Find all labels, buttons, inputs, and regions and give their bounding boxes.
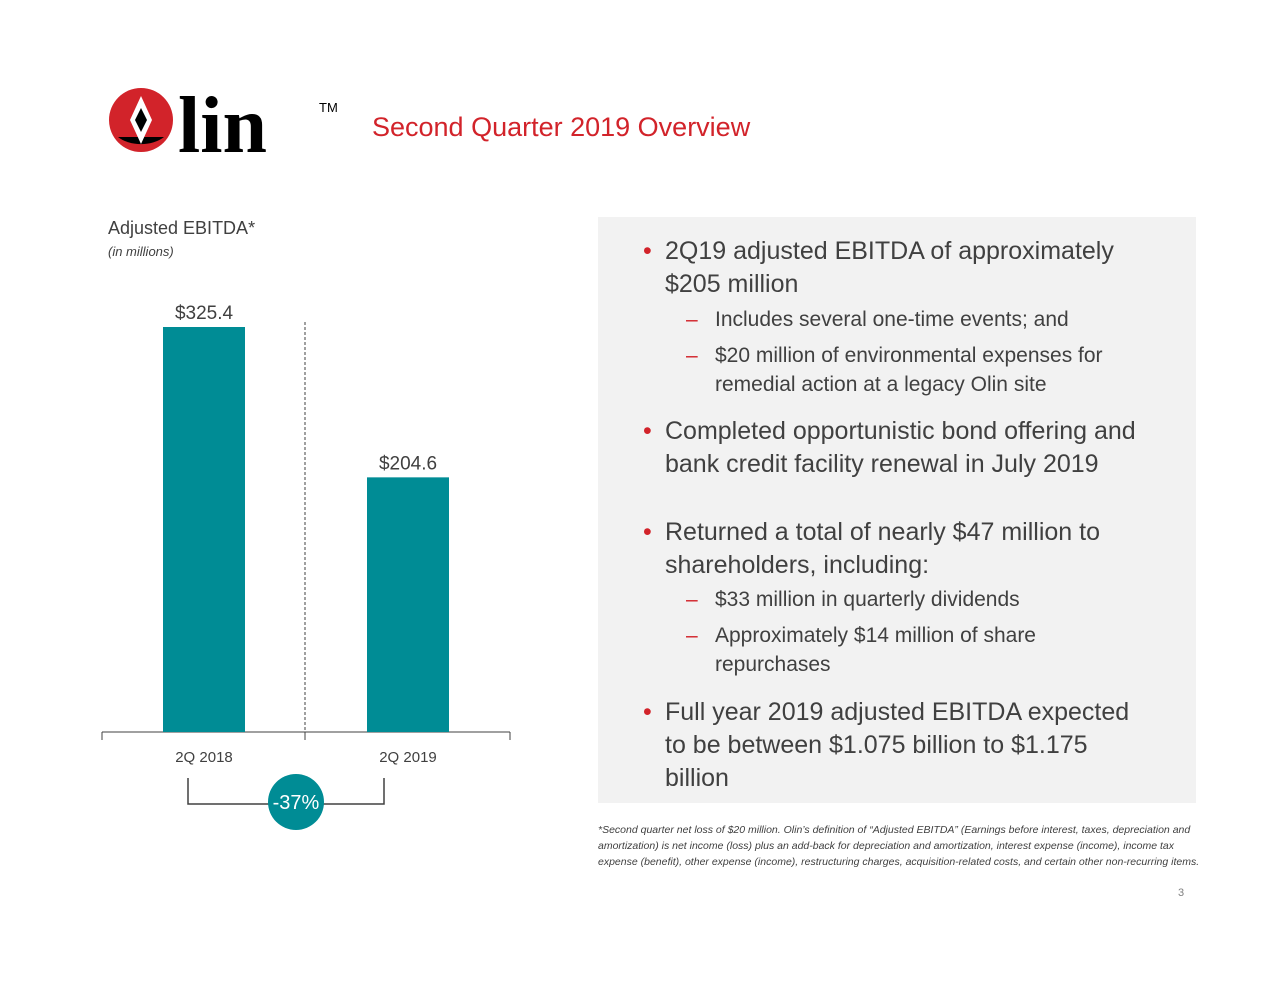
- highlight-bullet: • Completed opportunistic bond offering a…: [643, 415, 1145, 481]
- bullet-text: Completed opportunistic bond offering an…: [665, 417, 1136, 478]
- dash-marker: –: [686, 588, 698, 611]
- sub-bullet-text: Includes several one-time events; and: [715, 308, 1069, 331]
- page-title: Second Quarter 2019 Overview: [372, 112, 751, 142]
- bullet-marker: •: [643, 518, 652, 546]
- bullet-marker: •: [643, 417, 652, 445]
- bullet-text: Returned a total of nearly $47 million t…: [665, 518, 1100, 579]
- bullet-marker: •: [643, 698, 652, 726]
- highlight-sub-bullet: – Includes several one-time events; and: [686, 305, 1145, 334]
- olin-logo: lin TM: [109, 82, 338, 162]
- x-tick-label: 2Q 2018: [175, 749, 233, 766]
- highlight-sub-bullet: – $20 million of environmental expenses f…: [686, 341, 1145, 399]
- bullet-text: 2Q19 adjusted EBITDA of approximately $2…: [665, 237, 1114, 298]
- highlight-sub-bullet: – $33 million in quarterly dividends: [686, 585, 1145, 614]
- bar-value-label: $325.4: [175, 303, 234, 324]
- change-label: -37%: [273, 792, 320, 814]
- bar: [367, 477, 449, 732]
- svg-text:TM: TM: [319, 100, 338, 115]
- bullet-text: Full year 2019 adjusted EBITDA expected …: [665, 698, 1130, 792]
- highlight-sub-bullet: – Approximately $14 million of share repu…: [686, 621, 1145, 679]
- ebitda-bar-chart: $325.4 2Q 2018 $204.6 2Q 2019 -37%: [101, 303, 511, 830]
- footnote: *Second quarter net loss of $20 million.…: [598, 824, 1200, 868]
- bullet-marker: •: [643, 237, 652, 265]
- page-number: 3: [1178, 887, 1185, 899]
- sub-bullet-text: Approximately $14 million of share repur…: [715, 624, 1036, 676]
- dash-marker: –: [686, 344, 698, 367]
- change-badge: [268, 774, 324, 830]
- chart-units: (in millions): [108, 244, 174, 259]
- dash-marker: –: [686, 308, 698, 331]
- highlight-bullet: • Returned a total of nearly $47 million …: [643, 516, 1145, 582]
- x-tick-label: 2Q 2019: [379, 749, 437, 766]
- dash-marker: –: [686, 624, 698, 647]
- highlight-bullet: • Full year 2019 adjusted EBITDA expected…: [643, 696, 1145, 795]
- bar: [163, 327, 245, 732]
- svg-text:lin: lin: [178, 82, 267, 162]
- highlights-panel: [598, 217, 1196, 803]
- sub-bullet-text: $20 million of environmental expenses fo…: [715, 344, 1103, 396]
- sub-bullet-text: $33 million in quarterly dividends: [715, 588, 1020, 611]
- highlight-bullet: • 2Q19 adjusted EBITDA of approximately $…: [643, 235, 1145, 301]
- bar-value-label: $204.6: [379, 453, 437, 474]
- chart-title: Adjusted EBITDA*: [108, 218, 256, 238]
